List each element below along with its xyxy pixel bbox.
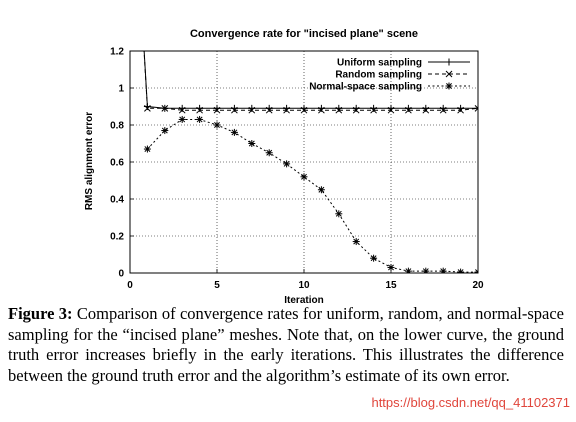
data-point [161,127,169,135]
data-point [335,106,343,114]
y-tick-label: 0 [118,269,124,280]
data-point [196,115,204,123]
data-point [178,106,186,114]
data-point [248,140,256,147]
data-point [231,106,238,114]
data-point [144,104,151,112]
convergence-chart: Convergence rate for "incised plane" sce… [84,28,484,304]
legend-label: Uniform sampling [337,58,422,69]
data-point [422,267,430,273]
data-point [196,106,203,114]
data-point [387,106,395,114]
series-0 [143,51,478,112]
data-point [404,267,412,273]
chart-grid [130,51,478,273]
data-point [300,173,308,181]
data-point [439,106,447,114]
x-tick-label: 10 [298,280,310,291]
data-point [178,115,186,123]
watermark-url: https://blog.csdn.net/qq_41102371 [371,395,570,410]
caption-label: Figure 3: [8,304,73,323]
caption-text: Comparison of convergence rates for unif… [8,304,564,385]
data-point [439,267,447,273]
data-point [161,104,169,112]
data-point [457,106,464,114]
figure-caption: Figure 3: Comparison of convergence rate… [8,304,564,386]
data-point [370,254,378,262]
legend-marker [445,58,453,66]
y-tick-label: 1 [118,84,124,95]
chart-ticks: 0 0.2 0.4 0.6 0.8 1 1.2 0 5 10 15 20 [110,47,484,292]
series-2 [143,115,478,273]
data-point [213,106,221,114]
legend-marker [445,70,453,78]
data-point [248,106,256,114]
data-point [457,268,465,273]
legend-label: Random sampling [335,70,422,81]
data-point [352,106,360,114]
x-tick-label: 0 [127,280,133,291]
data-point [317,186,325,194]
data-point [405,106,412,114]
data-point [265,149,273,157]
y-tick-label: 0.2 [110,232,124,243]
legend-label: Normal-space sampling [309,82,422,93]
y-tick-label: 1.2 [110,47,124,58]
legend-marker [445,82,453,90]
data-point [283,106,290,114]
data-point [352,238,360,246]
x-tick-label: 5 [214,280,220,291]
data-point [387,263,395,271]
data-point [143,145,151,153]
x-axis-label: Iteration [284,295,323,304]
data-point [474,268,478,273]
data-point [283,160,291,168]
data-point [230,128,238,136]
y-axis-label: RMS alignment error [84,112,95,210]
y-tick-label: 0.8 [110,121,124,132]
data-point [422,106,430,114]
data-point [300,106,308,114]
y-tick-label: 0.4 [110,195,124,206]
series-line [147,119,478,273]
data-point [474,104,478,112]
x-tick-label: 15 [385,280,397,291]
series-1 [143,51,478,114]
chart-title: Convergence rate for "incised plane" sce… [190,28,418,40]
data-point [213,121,221,129]
chart-series [143,51,478,273]
data-point [265,106,273,114]
y-tick-label: 0.6 [110,158,124,169]
data-point [370,106,377,114]
x-tick-label: 20 [472,280,484,291]
data-point [335,210,343,218]
data-point [318,106,325,114]
